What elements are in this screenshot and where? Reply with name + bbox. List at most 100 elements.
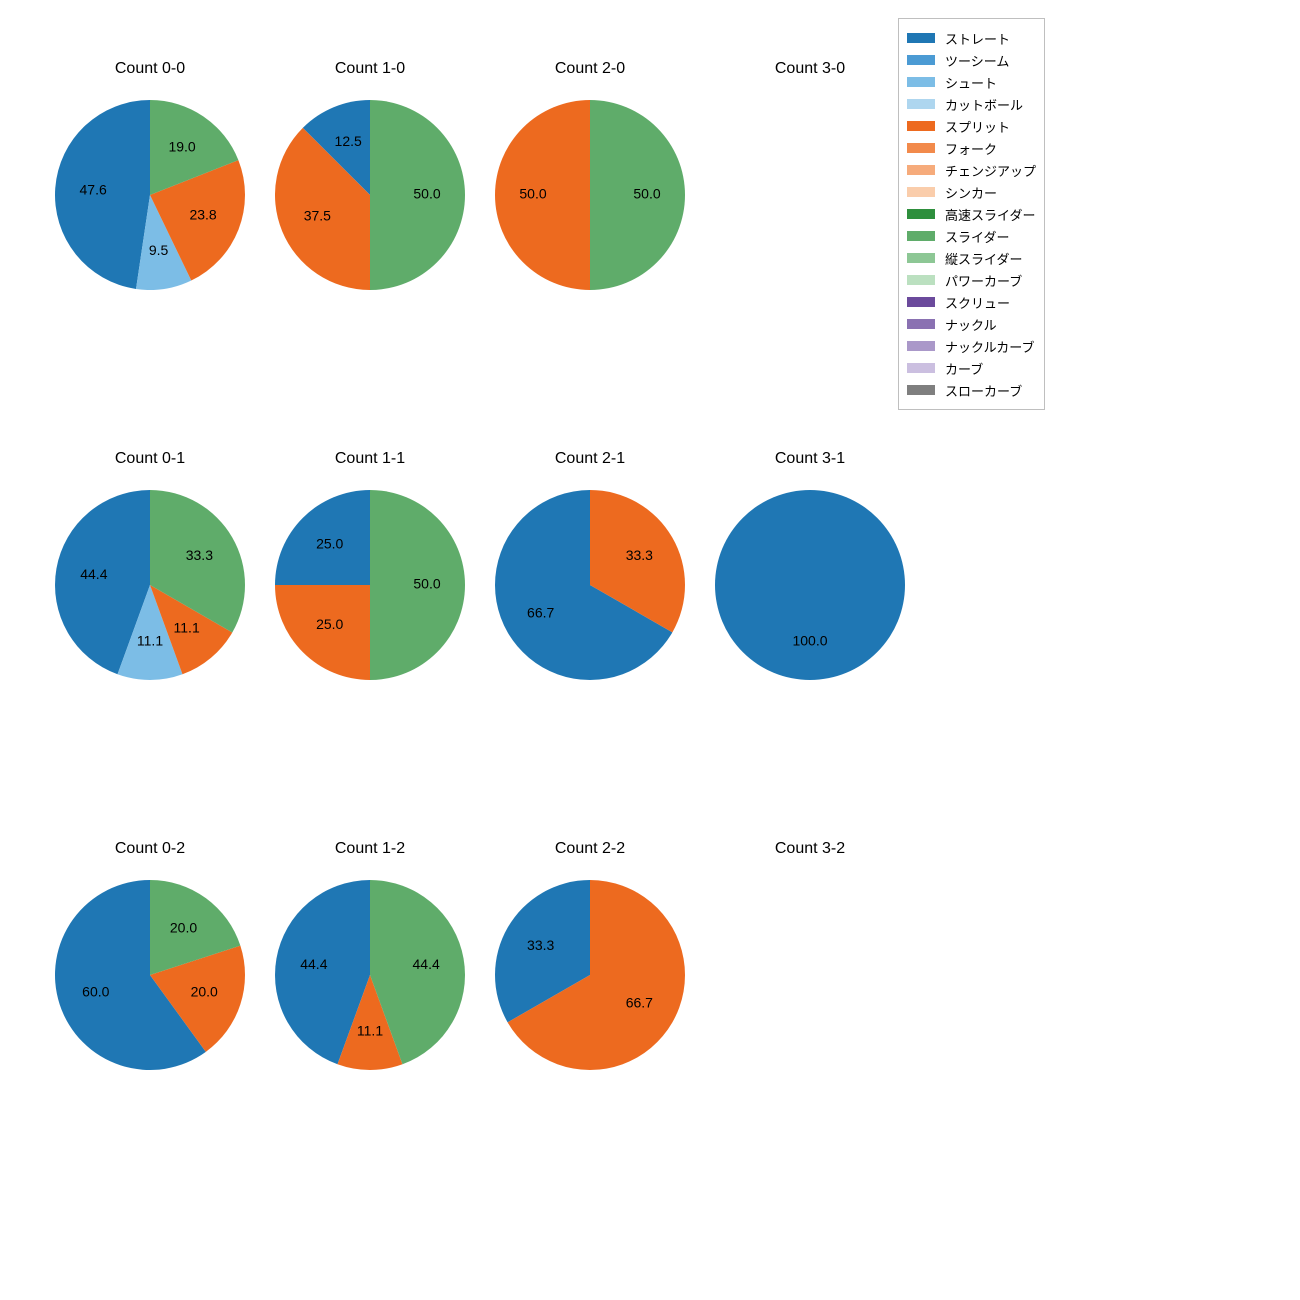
legend-label: フォーク [945, 139, 997, 158]
svg-text:11.1: 11.1 [174, 619, 200, 635]
legend-row: ストレート [907, 27, 1036, 49]
legend-label: ツーシーム [945, 51, 1009, 70]
legend-row: ナックル [907, 313, 1036, 335]
svg-text:19.0: 19.0 [168, 139, 195, 155]
svg-text:60.0: 60.0 [82, 983, 109, 999]
svg-text:47.6: 47.6 [80, 181, 107, 197]
svg-text:11.1: 11.1 [357, 1023, 383, 1039]
legend-swatch [907, 77, 935, 87]
svg-text:20.0: 20.0 [191, 983, 218, 999]
legend-row: チェンジアップ [907, 159, 1036, 181]
pie-chart: 12.5 37.5 50.0 [275, 100, 465, 290]
pie-chart: 44.4 11.1 11.1 33.3 [55, 490, 245, 680]
legend-row: スライダー [907, 225, 1036, 247]
legend-swatch [907, 187, 935, 197]
panel-title: Count 2-1 [480, 450, 700, 468]
legend-label: スクリュー [945, 293, 1010, 312]
svg-text:50.0: 50.0 [413, 576, 440, 592]
svg-text:44.4: 44.4 [80, 566, 107, 582]
legend-label: 高速スライダー [945, 205, 1035, 224]
legend-label: カーブ [945, 359, 983, 378]
pie-panel: Count 0-2 60.0 20.0 20.0 [40, 840, 260, 1230]
legend-row: カットボール [907, 93, 1036, 115]
pie-chart: 100.0 [715, 490, 905, 680]
pie-chart [715, 880, 905, 1070]
svg-text:20.0: 20.0 [170, 920, 197, 936]
pie-panel: Count 3-2 [700, 840, 920, 1230]
pie-panel: Count 1-2 44.4 11.1 44.4 [260, 840, 480, 1230]
pie-chart: 44.4 11.1 44.4 [275, 880, 465, 1070]
pie-panel: Count 1-1 25.0 25.0 50.0 [260, 450, 480, 840]
legend-swatch [907, 363, 935, 373]
legend-label: シュート [945, 73, 997, 92]
legend-swatch [907, 99, 935, 109]
svg-text:33.3: 33.3 [186, 547, 213, 563]
pie-panel: Count 0-1 44.4 11.1 11.1 33.3 [40, 450, 260, 840]
panel-title: Count 1-0 [260, 60, 480, 78]
legend-swatch [907, 319, 935, 329]
panel-title: Count 0-2 [40, 840, 260, 858]
legend-swatch [907, 253, 935, 263]
panel-title: Count 2-2 [480, 840, 700, 858]
legend-label: ナックルカーブ [945, 337, 1034, 356]
svg-text:11.1: 11.1 [137, 633, 163, 649]
legend-label: スプリット [945, 117, 1010, 136]
svg-text:66.7: 66.7 [527, 604, 554, 620]
panel-title: Count 0-1 [40, 450, 260, 468]
legend-row: フォーク [907, 137, 1036, 159]
svg-text:12.5: 12.5 [335, 133, 362, 149]
legend-swatch [907, 121, 935, 131]
legend-swatch [907, 297, 935, 307]
legend-label: 縦スライダー [945, 249, 1022, 268]
svg-text:66.7: 66.7 [626, 994, 653, 1010]
pie-panel: Count 2-050.050.0 [480, 60, 700, 450]
legend-swatch [907, 55, 935, 65]
pie-chart: 60.0 20.0 20.0 [55, 880, 245, 1070]
pie-panel: Count 3-0 [700, 60, 920, 450]
panel-title: Count 1-1 [260, 450, 480, 468]
svg-text:50.0: 50.0 [633, 186, 660, 202]
svg-text:44.4: 44.4 [300, 956, 327, 972]
legend-swatch [907, 341, 935, 351]
pie-panel: Count 2-2 33.366.7 [480, 840, 700, 1230]
svg-text:23.8: 23.8 [189, 206, 216, 222]
pie-chart [715, 100, 905, 290]
legend: ストレートツーシームシュートカットボールスプリットフォークチェンジアップシンカー… [898, 18, 1045, 410]
panel-title: Count 2-0 [480, 60, 700, 78]
legend-row: スローカーブ [907, 379, 1036, 401]
legend-swatch [907, 209, 935, 219]
svg-text:100.0: 100.0 [792, 633, 827, 649]
panel-title: Count 0-0 [40, 60, 260, 78]
legend-label: ナックル [945, 315, 997, 334]
svg-text:44.4: 44.4 [413, 956, 440, 972]
pie-chart: 47.6 9.5 23.8 19.0 [55, 100, 245, 290]
legend-label: シンカー [945, 183, 997, 202]
pie-panel: Count 1-0 12.5 37.5 50.0 [260, 60, 480, 450]
chart-grid: Count 0-0 47.6 9.5 23.8 19.0 Count 1-0 12.5 37.… [0, 0, 1300, 1300]
legend-swatch [907, 275, 935, 285]
svg-text:9.5: 9.5 [149, 242, 169, 258]
legend-label: スローカーブ [945, 381, 1022, 400]
legend-row: シュート [907, 71, 1036, 93]
legend-row: ツーシーム [907, 49, 1036, 71]
legend-swatch [907, 385, 935, 395]
legend-row: パワーカーブ [907, 269, 1036, 291]
legend-row: 高速スライダー [907, 203, 1036, 225]
legend-row: スクリュー [907, 291, 1036, 313]
legend-row: スプリット [907, 115, 1036, 137]
legend-swatch [907, 143, 935, 153]
pie-chart: 66.7 33.3 [495, 490, 685, 680]
svg-text:33.3: 33.3 [626, 547, 653, 563]
svg-text:50.0: 50.0 [413, 186, 440, 202]
legend-row: 縦スライダー [907, 247, 1036, 269]
legend-swatch [907, 231, 935, 241]
pie-chart: 33.366.7 [495, 880, 685, 1070]
legend-label: スライダー [945, 227, 1009, 246]
svg-text:25.0: 25.0 [316, 535, 343, 551]
legend-swatch [907, 33, 935, 43]
svg-text:25.0: 25.0 [316, 616, 343, 632]
panel-title: Count 1-2 [260, 840, 480, 858]
legend-row: シンカー [907, 181, 1036, 203]
svg-text:37.5: 37.5 [304, 208, 331, 224]
panel-title: Count 3-1 [700, 450, 920, 468]
